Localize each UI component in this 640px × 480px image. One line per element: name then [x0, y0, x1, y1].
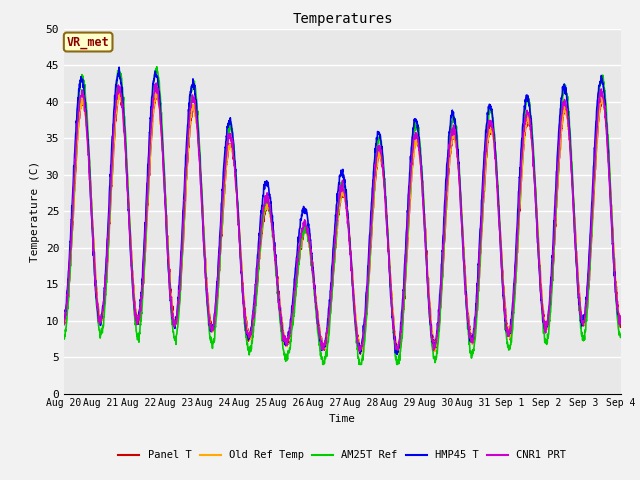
AM25T Ref	[153, 64, 161, 70]
CNR1 PRT	[617, 316, 625, 322]
Line: AM25T Ref: AM25T Ref	[64, 67, 621, 364]
Y-axis label: Temperature (C): Temperature (C)	[30, 161, 40, 262]
Old Ref Temp	[152, 87, 160, 93]
Panel T	[88, 217, 96, 223]
CNR1 PRT	[601, 103, 609, 109]
Line: CNR1 PRT: CNR1 PRT	[64, 83, 621, 351]
Old Ref Temp	[601, 109, 609, 115]
AM25T Ref	[602, 93, 609, 99]
HMP45 T	[601, 97, 609, 103]
Old Ref Temp	[394, 351, 402, 357]
CNR1 PRT	[88, 226, 96, 231]
CNR1 PRT	[602, 115, 609, 120]
HMP45 T	[602, 101, 609, 107]
Old Ref Temp	[602, 109, 609, 115]
Old Ref Temp	[331, 246, 339, 252]
CNR1 PRT	[331, 240, 339, 246]
HMP45 T	[499, 287, 507, 292]
HMP45 T	[331, 221, 339, 227]
AM25T Ref	[499, 288, 507, 294]
X-axis label: Time: Time	[329, 414, 356, 424]
HMP45 T	[394, 351, 401, 357]
Panel T	[153, 86, 161, 92]
CNR1 PRT	[152, 80, 160, 86]
AM25T Ref	[316, 349, 324, 355]
Line: Panel T: Panel T	[64, 89, 621, 354]
Line: Old Ref Temp: Old Ref Temp	[64, 90, 621, 354]
Panel T	[617, 313, 625, 319]
HMP45 T	[617, 314, 625, 320]
AM25T Ref	[319, 361, 326, 367]
Panel T	[316, 334, 324, 340]
HMP45 T	[115, 64, 123, 70]
Old Ref Temp	[88, 220, 96, 226]
Panel T	[602, 111, 609, 117]
HMP45 T	[60, 316, 68, 322]
Panel T	[60, 321, 68, 326]
CNR1 PRT	[60, 322, 68, 327]
Panel T	[499, 272, 507, 278]
Old Ref Temp	[60, 321, 68, 327]
AM25T Ref	[60, 332, 68, 338]
HMP45 T	[316, 335, 324, 341]
CNR1 PRT	[316, 333, 324, 338]
Old Ref Temp	[499, 275, 507, 281]
AM25T Ref	[332, 247, 339, 252]
Old Ref Temp	[617, 316, 625, 322]
Panel T	[331, 248, 339, 254]
AM25T Ref	[601, 88, 609, 94]
AM25T Ref	[617, 332, 625, 338]
HMP45 T	[88, 230, 96, 236]
Panel T	[356, 351, 364, 357]
Old Ref Temp	[316, 336, 324, 342]
Title: Temperatures: Temperatures	[292, 12, 393, 26]
AM25T Ref	[88, 226, 96, 231]
Legend: Panel T, Old Ref Temp, AM25T Ref, HMP45 T, CNR1 PRT: Panel T, Old Ref Temp, AM25T Ref, HMP45 …	[115, 446, 570, 465]
Panel T	[601, 107, 609, 113]
Line: HMP45 T: HMP45 T	[64, 67, 621, 354]
Text: VR_met: VR_met	[67, 36, 109, 48]
CNR1 PRT	[355, 348, 363, 354]
CNR1 PRT	[499, 283, 507, 288]
